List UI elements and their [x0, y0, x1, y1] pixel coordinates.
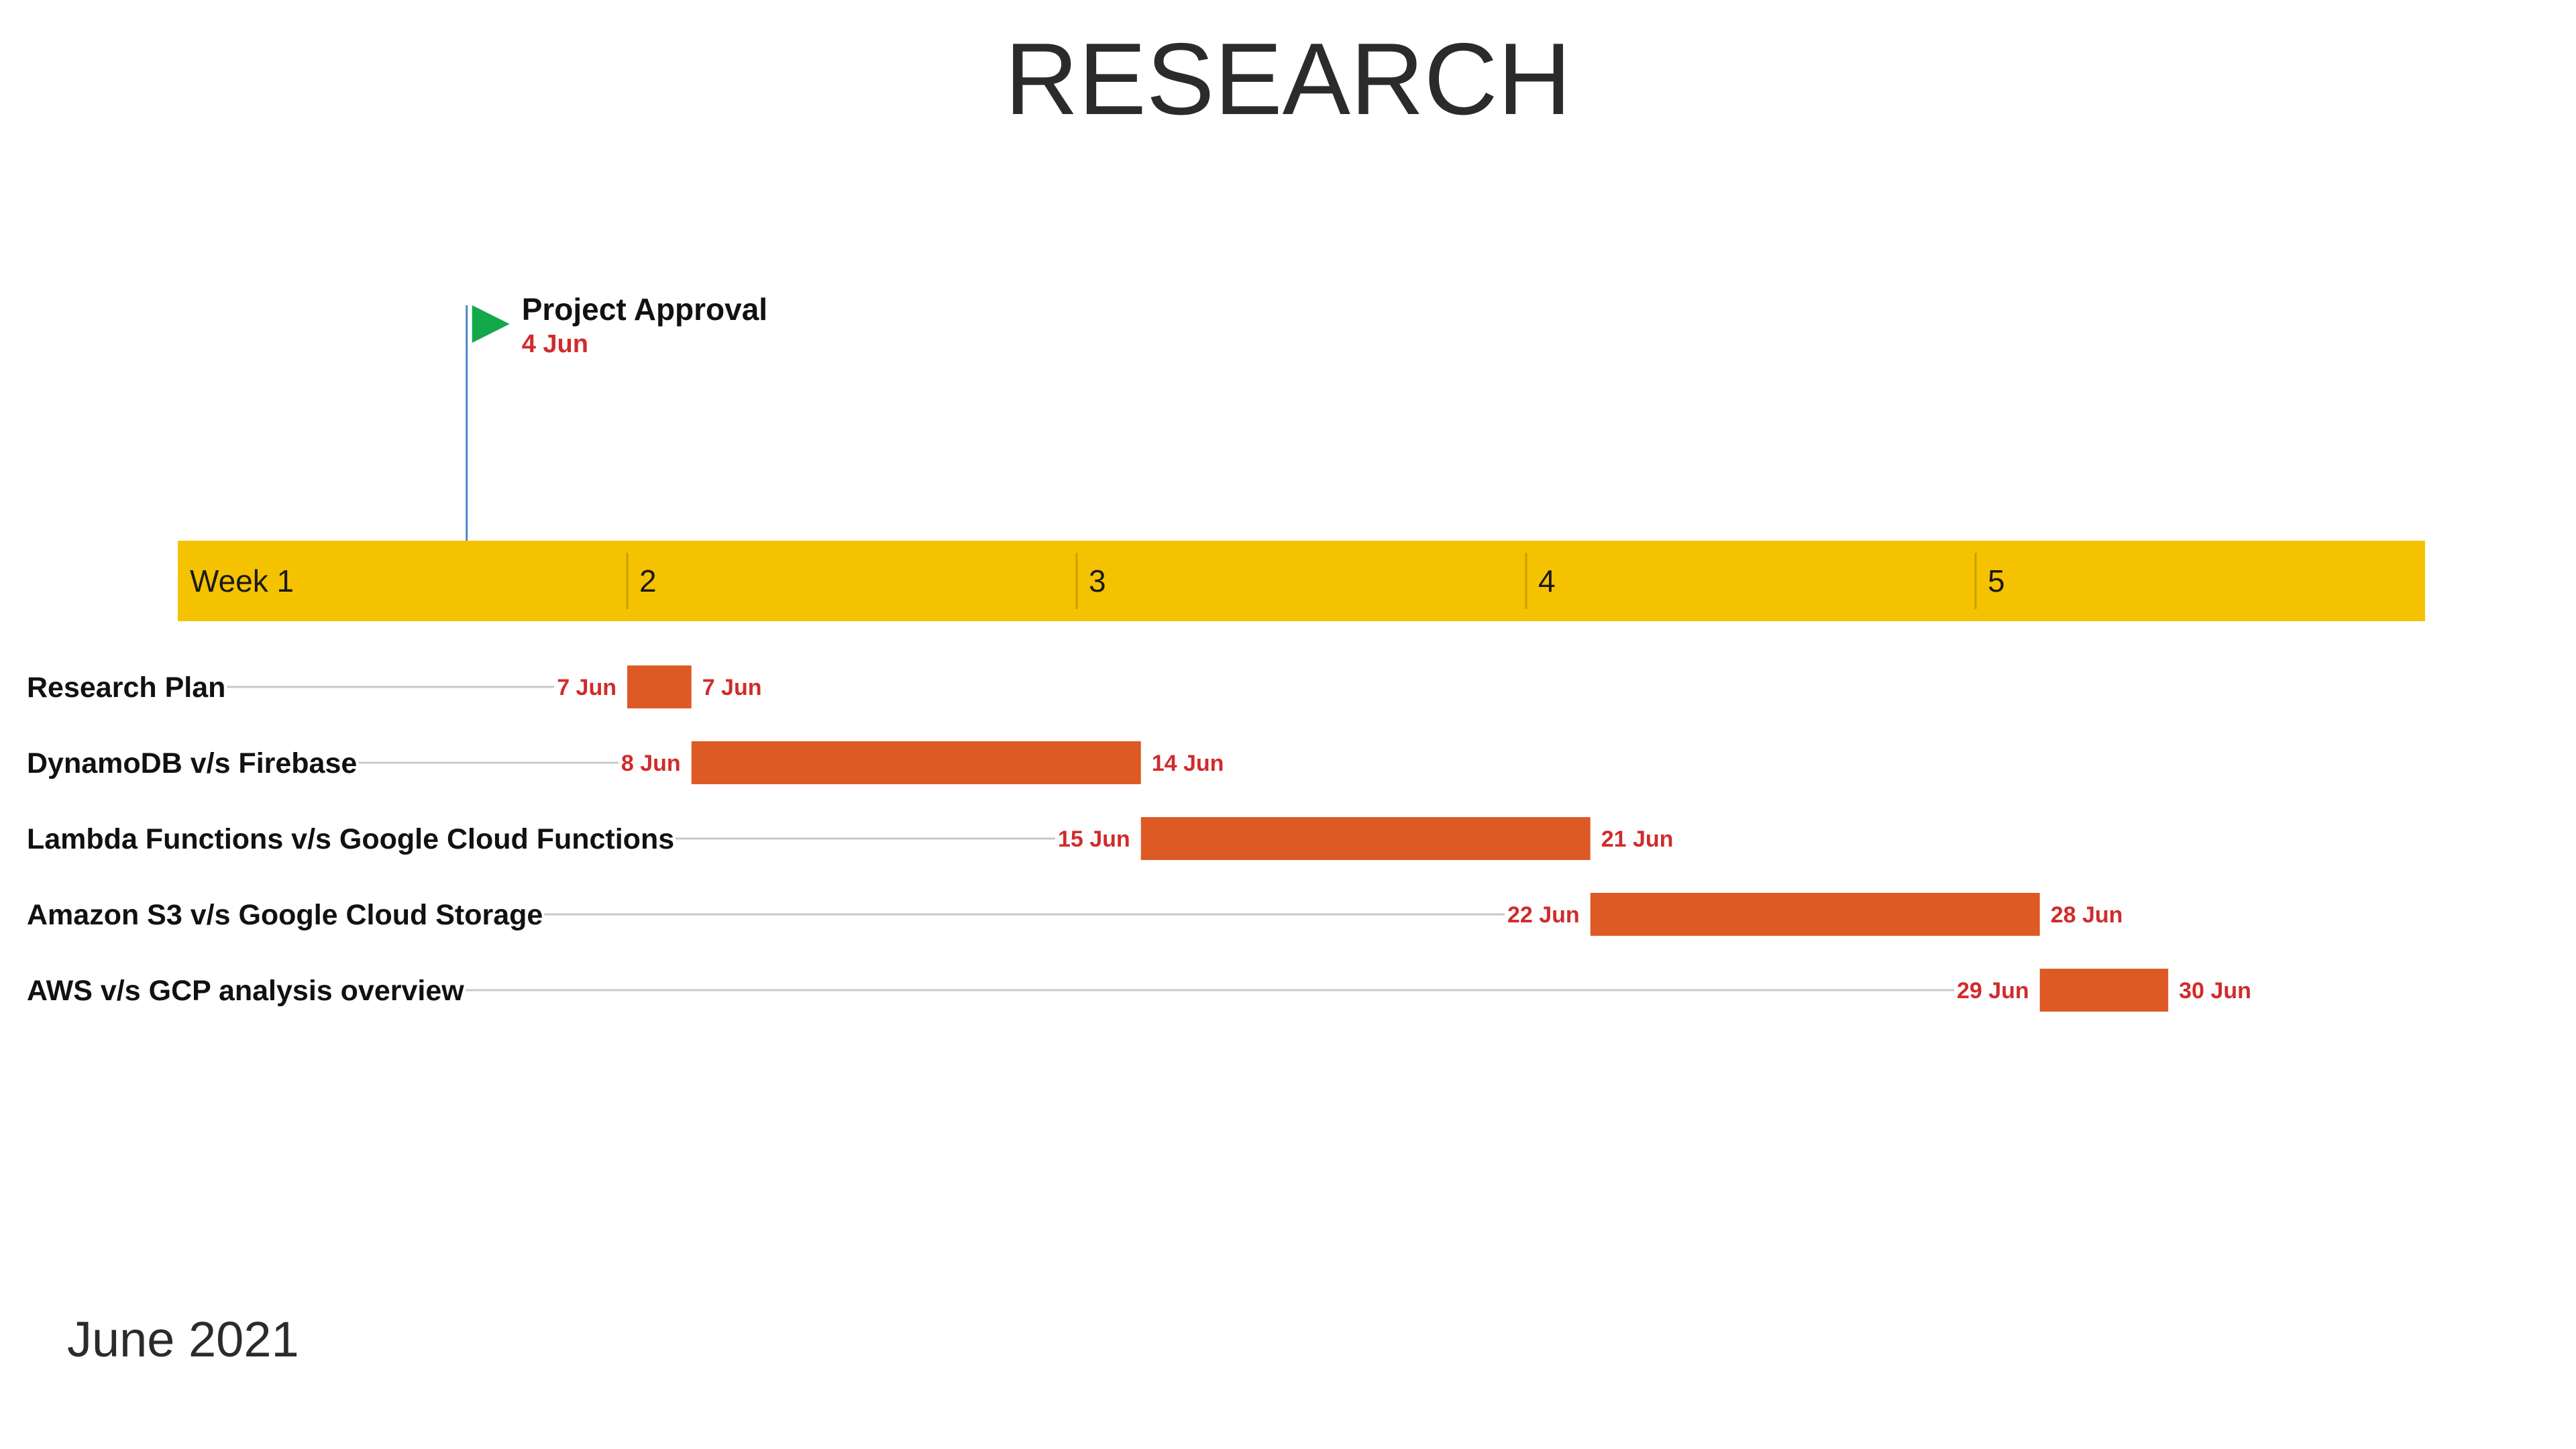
milestone-date: 4 Jun	[522, 330, 588, 358]
timeline-band-background	[178, 541, 2425, 621]
week-label: Week 1	[190, 564, 294, 598]
task-name: AWS v/s GCP analysis overview	[27, 975, 464, 1007]
task-name: DynamoDB v/s Firebase	[27, 747, 357, 780]
task-bar	[691, 741, 1141, 784]
task-end-date: 30 Jun	[2179, 978, 2251, 1004]
task-bar	[1140, 817, 1591, 860]
task-row: Research Plan 7 Jun 7 Jun	[27, 665, 762, 708]
task-start-date: 8 Jun	[621, 751, 681, 776]
task-name: Research Plan	[27, 672, 225, 704]
task-bar	[1590, 893, 2040, 936]
task-end-date: 28 Jun	[2051, 902, 2123, 928]
task-start-date: 15 Jun	[1058, 826, 1130, 852]
chart-title: RESEARCH	[1005, 22, 1572, 136]
task-end-date: 21 Jun	[1601, 826, 1674, 852]
task-row: DynamoDB v/s Firebase 8 Jun 14 Jun	[27, 741, 1224, 784]
week-label: 5	[1988, 564, 2005, 598]
task-row: Amazon S3 v/s Google Cloud Storage 22 Jun…	[27, 893, 2123, 936]
milestone: Project Approval 4 Jun	[466, 292, 767, 541]
tasks-layer: Research Plan 7 Jun 7 Jun DynamoDB v/s Fire…	[27, 665, 2251, 1012]
period-footer: June 2021	[67, 1311, 299, 1367]
task-row: AWS v/s GCP analysis overview 29 Jun 30 Ju…	[27, 969, 2251, 1012]
week-label: 4	[1538, 564, 1556, 598]
task-bar	[627, 665, 692, 708]
task-start-date: 22 Jun	[1507, 902, 1580, 928]
task-name: Amazon S3 v/s Google Cloud Storage	[27, 899, 543, 931]
task-name: Lambda Functions v/s Google Cloud Functi…	[27, 823, 674, 855]
timeline-band: Week 1 2 3 4 5	[178, 541, 2425, 621]
milestone-name: Project Approval	[522, 292, 767, 327]
task-end-date: 14 Jun	[1152, 751, 1224, 776]
task-row: Lambda Functions v/s Google Cloud Functi…	[27, 817, 1673, 860]
flag-icon	[472, 305, 510, 343]
week-label: 3	[1089, 564, 1106, 598]
task-end-date: 7 Jun	[702, 675, 762, 700]
week-label: 2	[639, 564, 657, 598]
milestones-layer: Project Approval 4 Jun	[466, 292, 767, 541]
task-start-date: 7 Jun	[557, 675, 616, 700]
task-start-date: 29 Jun	[1957, 978, 2029, 1004]
task-bar	[2039, 969, 2169, 1012]
